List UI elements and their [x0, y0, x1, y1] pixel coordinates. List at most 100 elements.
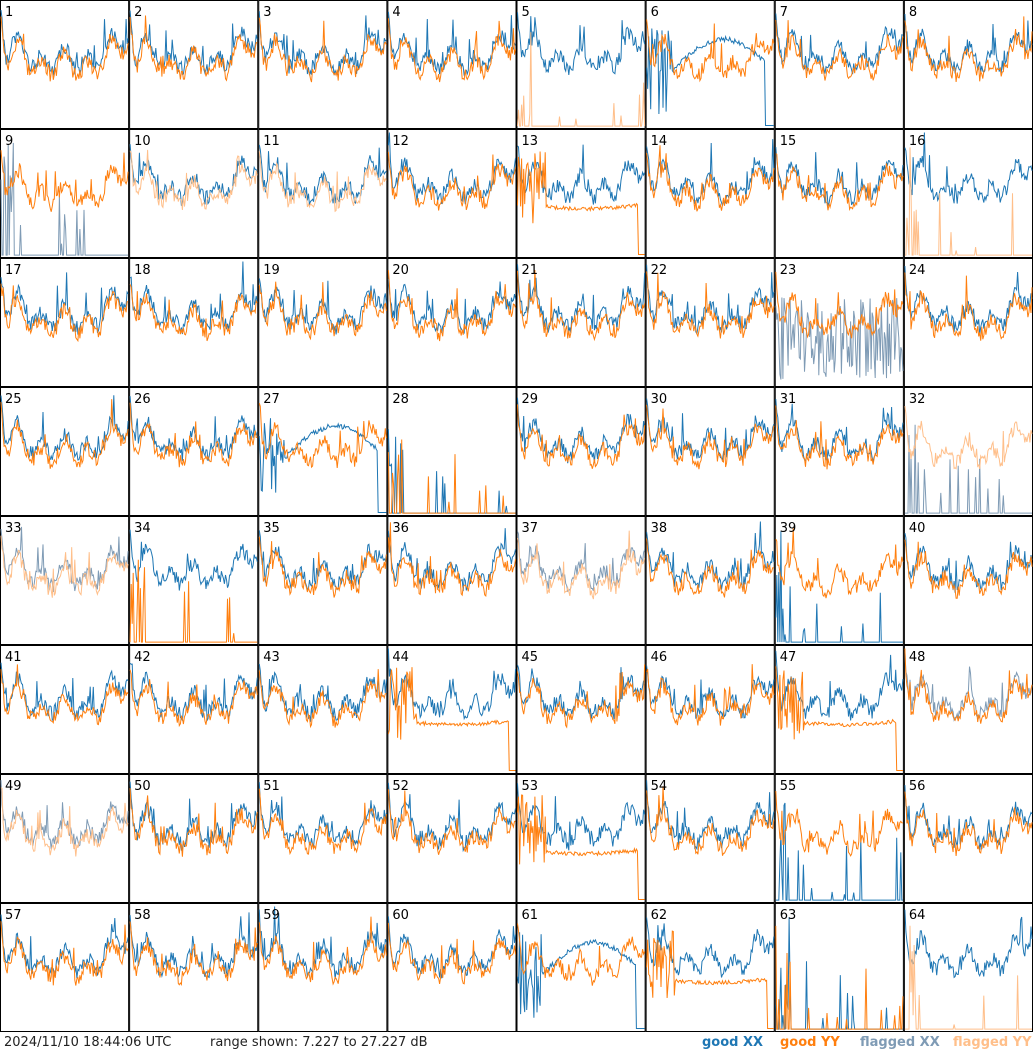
tile-44-yy-line — [387, 667, 516, 771]
tile-label: 12 — [392, 134, 409, 149]
tile-6-yy-line — [646, 19, 775, 83]
tile-label: 40 — [909, 521, 926, 536]
tile-24-xx-line — [904, 265, 1033, 335]
tile-62: 62 — [645, 903, 775, 1032]
tile-label: 16 — [909, 134, 926, 149]
tile-frame — [258, 645, 388, 774]
tile-5-yy-line — [517, 32, 646, 127]
tile-16-xx-line — [904, 132, 1033, 204]
tile-label: 25 — [5, 392, 22, 407]
tile-frame — [129, 387, 259, 516]
tile-52: 52 — [387, 774, 517, 903]
tile-3-yy-line — [258, 17, 387, 83]
tile-frame — [129, 258, 259, 387]
tile-frame — [516, 258, 646, 387]
tile-frame — [774, 387, 904, 516]
tile-1-yy-line — [0, 16, 129, 82]
tile-label: 49 — [5, 779, 22, 794]
tile-11: 11 — [258, 129, 388, 258]
tile-label: 24 — [909, 263, 926, 278]
tile-33: 33 — [0, 516, 130, 645]
tile-frame — [516, 0, 646, 129]
tile-frame — [258, 0, 388, 129]
tile-21-xx-line — [517, 264, 646, 334]
tile-frame — [516, 387, 646, 516]
tile-frame — [903, 258, 1033, 387]
tile-label: 28 — [392, 392, 409, 407]
tile-label: 30 — [651, 392, 668, 407]
tile-35-xx-line — [258, 530, 387, 591]
tile-frame — [516, 645, 646, 774]
tile-24: 24 — [903, 258, 1033, 387]
tile-frame — [387, 258, 517, 387]
tile-label: 45 — [522, 650, 539, 665]
tile-23: 23 — [774, 258, 904, 387]
tile-53-xx-line — [517, 783, 646, 851]
tile-9-xx-line — [0, 142, 129, 256]
tile-51: 51 — [258, 774, 388, 903]
tile-frame — [0, 258, 130, 387]
tile-57: 57 — [0, 903, 130, 1032]
tile-label: 37 — [522, 521, 539, 536]
tile-frame — [129, 903, 259, 1032]
tile-8-yy-line — [904, 16, 1033, 83]
tile-frame — [258, 516, 388, 645]
tile-frame — [645, 516, 775, 645]
tile-label: 38 — [651, 521, 668, 536]
tile-label: 46 — [651, 650, 668, 665]
tile-34: 34 — [129, 516, 259, 645]
tile-31-yy-line — [775, 405, 904, 470]
tile-frame — [258, 129, 388, 258]
tile-2-xx-line — [129, 10, 258, 76]
tile-2: 2 — [129, 0, 259, 129]
tile-frame — [387, 774, 517, 903]
tile-label: 23 — [780, 263, 797, 278]
tile-label: 5 — [522, 5, 530, 20]
tile-41-xx-line — [0, 662, 129, 721]
tile-36: 36 — [387, 516, 517, 645]
tile-42-yy-line — [129, 669, 258, 728]
tile-63: 63 — [774, 903, 904, 1032]
tile-23-yy-line — [775, 271, 904, 339]
tile-41-yy-line — [0, 664, 129, 726]
tile-frame — [129, 516, 259, 645]
tile-label: 22 — [651, 263, 668, 278]
tile-label: 42 — [134, 650, 151, 665]
tile-27-yy-line — [258, 403, 387, 469]
tile-30-yy-line — [646, 404, 775, 470]
tile-26: 26 — [129, 387, 259, 516]
tile-label: 32 — [909, 392, 926, 407]
tile-label: 1 — [5, 5, 13, 20]
tile-61: 61 — [516, 903, 646, 1032]
tile-label: 7 — [780, 5, 788, 20]
tile-label: 64 — [909, 908, 926, 923]
tile-label: 36 — [392, 521, 409, 536]
tile-42: 42 — [129, 645, 259, 774]
tile-7-xx-line — [775, 13, 904, 75]
tile-frame — [774, 516, 904, 645]
tile-frame — [903, 516, 1033, 645]
tile-13: 13 — [516, 129, 646, 258]
tile-label: 50 — [134, 779, 151, 794]
tile-64: 64 — [903, 903, 1033, 1032]
tile-22-yy-line — [646, 271, 775, 339]
tile-label: 33 — [5, 521, 22, 536]
tile-label: 21 — [522, 263, 539, 278]
tile-50: 50 — [129, 774, 259, 903]
tile-43: 43 — [258, 645, 388, 774]
tile-label: 61 — [522, 908, 539, 923]
tile-label: 54 — [651, 779, 668, 794]
tile-label: 6 — [651, 5, 659, 20]
tile-16-yy-line — [904, 147, 1032, 256]
tile-frame — [387, 645, 517, 774]
tile-frame — [774, 129, 904, 258]
tile-19: 19 — [258, 258, 388, 387]
tile-14: 14 — [645, 129, 775, 258]
tile-25-xx-line — [0, 395, 129, 461]
tile-12-xx-line — [387, 132, 516, 205]
tile-20: 20 — [387, 258, 517, 387]
tile-11-xx-line — [258, 144, 387, 206]
tile-label: 34 — [134, 521, 151, 536]
tile-43-xx-line — [258, 663, 387, 722]
tile-57-xx-line — [0, 914, 129, 979]
